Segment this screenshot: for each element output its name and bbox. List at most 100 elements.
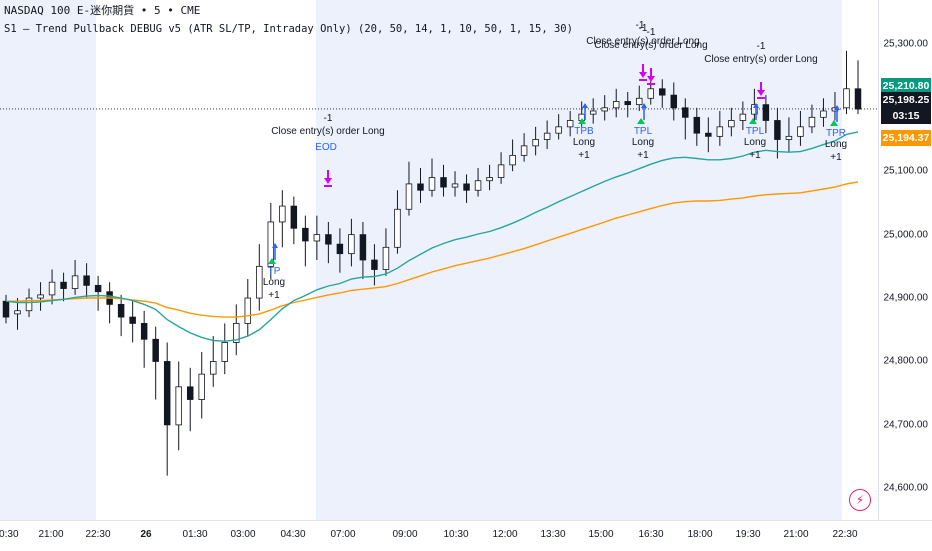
long-entry-triangle: [830, 120, 838, 126]
long-arrow-head: [753, 103, 759, 108]
candle-body: [313, 234, 321, 242]
long-entry-triangle: [578, 118, 586, 124]
tp-tag-label: TPL: [634, 126, 653, 137]
candle-body: [186, 386, 194, 400]
candle-body: [175, 386, 182, 426]
candle-body: [486, 177, 493, 182]
candle-body: [325, 234, 332, 245]
long-label: Long: [632, 137, 654, 148]
candle-body: [94, 284, 102, 293]
price-tag: 25,198.25: [881, 92, 931, 108]
candle-body: [336, 243, 344, 255]
close-arrow-head: [757, 90, 765, 96]
minus-one-label: -1: [639, 23, 648, 34]
plus-one-label: +1: [578, 150, 590, 161]
candle-body: [612, 101, 620, 109]
candle-body: [359, 234, 367, 261]
candle-body: [670, 94, 678, 109]
long-arrow-head: [272, 243, 278, 248]
price-tick-label: 25,100.00: [883, 165, 929, 177]
time-tick-label: 07:00: [330, 529, 356, 540]
candle-body: [279, 205, 286, 223]
candle-body: [394, 208, 401, 248]
candle-body: [451, 183, 459, 188]
candle-body: [198, 373, 205, 400]
candle-body: [117, 303, 125, 318]
time-tick-label: 21:00: [783, 529, 809, 540]
chart-area[interactable]: TP Long +1 -1 Close entry(s) order Long EOD TP…: [0, 0, 878, 520]
candle-body: [647, 88, 654, 99]
candle-body: [371, 259, 378, 270]
candle-body: [417, 183, 424, 191]
candle-body: [682, 107, 689, 118]
minus-one-label: -1: [636, 20, 645, 31]
minus-one-label: -1: [647, 27, 656, 38]
symbol-title[interactable]: NASDAQ 100 E-迷你期貨 • 5 • CME: [4, 4, 201, 17]
time-tick-label: 03:00: [230, 529, 256, 540]
close-order-label: Close entry(s) order Long: [271, 126, 384, 137]
candle-body: [152, 338, 159, 362]
time-tick-label: 19:30: [735, 529, 761, 540]
price-tag: 25,194.37: [881, 130, 931, 146]
time-axis[interactable]: 20:30 21:00 22:30 26 01:30 03:00 04:30 07:00 09:…: [0, 520, 932, 551]
price-tag: 25,210.80: [881, 78, 931, 94]
close-order-label: Close entry(s) order Long: [594, 40, 707, 51]
candle-body: [520, 145, 528, 156]
candle-body: [2, 300, 10, 318]
candle-body: [808, 116, 816, 128]
close-arrow-head: [639, 72, 647, 78]
time-tick-label: 09:00: [392, 529, 418, 540]
candle-body: [497, 164, 505, 178]
candle-body: [555, 126, 562, 134]
candle-body: [785, 135, 793, 140]
minus-one-label: -1: [324, 113, 333, 124]
long-entry-triangle: [749, 118, 757, 124]
time-tick-label: 20:30: [0, 529, 19, 540]
long-entry-triangle: [268, 258, 276, 264]
long-arrow-head: [641, 103, 647, 108]
long-label: Long: [825, 139, 847, 150]
time-tick-label: 12:00: [492, 529, 518, 540]
minus-one-label: -1: [757, 41, 766, 52]
candle-body: [83, 275, 90, 286]
candle-body: [532, 139, 539, 147]
price-tick-label: 24,600.00: [883, 482, 929, 494]
eod-label: EOD: [315, 142, 337, 153]
time-tick-label: 15:00: [588, 529, 614, 540]
time-tick-label: 01:30: [182, 529, 208, 540]
candle-body: [221, 342, 228, 362]
candle-body: [854, 88, 862, 110]
ema-slow-line: [6, 181, 859, 318]
price-tick-label: 24,900.00: [883, 292, 929, 304]
close-order-label: Close entry(s) order Long: [586, 36, 699, 47]
candle-body: [693, 116, 701, 134]
candle-body: [820, 110, 827, 118]
candle-body: [589, 110, 597, 115]
candle-body: [163, 361, 171, 426]
candle-body: [728, 120, 735, 128]
tradingview-bolt-icon[interactable]: ⚡: [849, 489, 871, 511]
candle-body: [601, 107, 608, 112]
candle-body: [48, 281, 56, 296]
time-tick-label: 26: [140, 529, 152, 540]
session-band-1: [0, 0, 96, 520]
strategy-title[interactable]: S1 – Trend Pullback DEBUG v5 (ATR SL/TP,…: [4, 23, 573, 35]
price-axis[interactable]: 25,300.0025,200.0025,100.0025,000.0024,9…: [878, 0, 932, 520]
candle-body: [739, 113, 747, 121]
candle-body: [210, 361, 217, 375]
candle-body: [290, 205, 298, 229]
candle-body: [60, 281, 67, 289]
candle-body: [382, 246, 390, 270]
time-tick-label: 13:30: [540, 529, 566, 540]
time-tick-label: 04:30: [280, 529, 306, 540]
candle-body: [233, 323, 240, 343]
candle-body: [348, 234, 355, 255]
candle-body: [267, 221, 275, 267]
plus-one-label: +1: [637, 150, 649, 161]
long-label: Long: [263, 277, 285, 288]
candle-body: [405, 183, 413, 210]
tp-tag-label: TPR: [826, 128, 846, 139]
tp-tag-label: TPB: [574, 126, 594, 137]
chart-header: NASDAQ 100 E-迷你期貨 • 5 • CME S1 – Trend P…: [4, 2, 573, 38]
